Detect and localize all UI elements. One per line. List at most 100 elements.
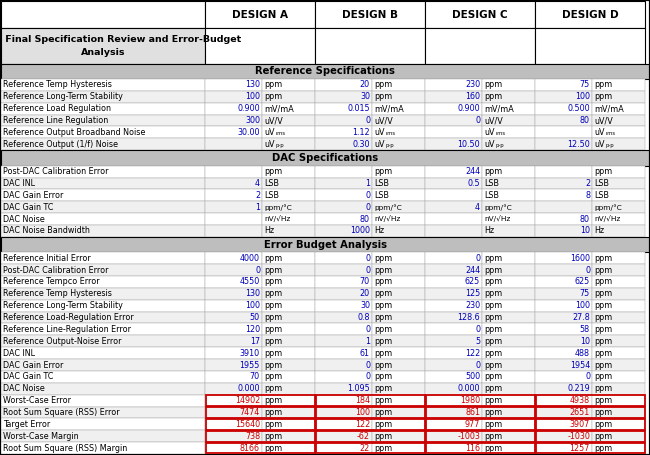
Bar — [482, 359, 535, 371]
Bar — [205, 312, 262, 324]
Text: 2: 2 — [585, 179, 590, 188]
Bar — [535, 79, 592, 91]
Text: 27.8: 27.8 — [572, 313, 590, 322]
Text: ppm: ppm — [264, 384, 282, 393]
Bar — [425, 312, 482, 324]
Text: ppm: ppm — [264, 444, 282, 453]
Bar — [205, 276, 262, 288]
Text: ppm/°C: ppm/°C — [594, 204, 622, 211]
Bar — [592, 79, 645, 91]
Bar — [535, 189, 592, 201]
Bar — [315, 359, 372, 371]
Text: ppm: ppm — [484, 396, 502, 405]
Text: ppm: ppm — [374, 349, 392, 358]
Text: 5: 5 — [475, 337, 480, 346]
Text: ppm: ppm — [374, 92, 392, 101]
Text: ppm: ppm — [484, 278, 502, 287]
Text: ppm: ppm — [484, 325, 502, 334]
Bar — [592, 335, 645, 347]
Text: 244: 244 — [465, 266, 480, 274]
Text: p-p: p-p — [385, 143, 394, 148]
Bar — [262, 442, 315, 454]
Bar — [482, 91, 535, 103]
Text: ppm: ppm — [594, 289, 612, 298]
Text: 0.000: 0.000 — [458, 384, 480, 393]
Bar — [482, 324, 535, 335]
Bar — [315, 264, 372, 276]
Text: nV/√Hz: nV/√Hz — [374, 216, 400, 222]
Text: uV: uV — [484, 128, 495, 137]
Bar — [205, 443, 315, 454]
Bar — [315, 406, 372, 419]
Text: ppm: ppm — [594, 92, 612, 101]
Text: ppm: ppm — [594, 360, 612, 369]
Text: 0.900: 0.900 — [237, 104, 260, 113]
Bar — [262, 91, 315, 103]
Bar — [372, 300, 425, 312]
Text: uV/V: uV/V — [484, 116, 502, 125]
Text: Reference Line Regulation: Reference Line Regulation — [3, 116, 109, 125]
Text: 70: 70 — [360, 278, 370, 287]
Text: ppm: ppm — [264, 81, 282, 90]
Text: 14902: 14902 — [235, 396, 260, 405]
Text: ppm: ppm — [484, 92, 502, 101]
Bar — [205, 201, 262, 213]
Bar — [262, 406, 315, 419]
Text: p-p: p-p — [275, 143, 283, 148]
Text: ppm: ppm — [374, 278, 392, 287]
Text: ppm: ppm — [264, 301, 282, 310]
Text: 80: 80 — [580, 116, 590, 125]
Bar — [205, 394, 262, 406]
Text: uV: uV — [374, 128, 385, 137]
Bar — [426, 431, 534, 442]
Text: 17: 17 — [250, 337, 260, 346]
Text: 0: 0 — [475, 360, 480, 369]
Bar — [535, 201, 592, 213]
Text: ppm: ppm — [264, 408, 282, 417]
Text: LSB: LSB — [374, 179, 389, 188]
Text: Reference Load-Regulation Error: Reference Load-Regulation Error — [3, 313, 134, 322]
Text: 184: 184 — [355, 396, 370, 405]
Text: DAC INL: DAC INL — [3, 349, 35, 358]
Text: Root Sum Square (RSS) Error: Root Sum Square (RSS) Error — [3, 408, 120, 417]
Text: 0: 0 — [365, 325, 370, 334]
Text: mV/mA: mV/mA — [264, 104, 294, 113]
Text: 0: 0 — [365, 116, 370, 125]
Text: ppm: ppm — [594, 396, 612, 405]
Bar — [425, 430, 482, 442]
Text: ppm: ppm — [374, 81, 392, 90]
Bar — [315, 177, 372, 189]
Text: DAC Noise Bandwidth: DAC Noise Bandwidth — [3, 227, 90, 235]
Text: 80: 80 — [360, 215, 370, 223]
Text: ppm: ppm — [374, 372, 392, 381]
Bar — [592, 189, 645, 201]
Bar — [262, 126, 315, 138]
Text: 10: 10 — [580, 227, 590, 235]
Text: 130: 130 — [245, 81, 260, 90]
Bar — [535, 225, 592, 237]
Bar — [205, 395, 315, 406]
Bar — [536, 395, 645, 406]
Text: ppm: ppm — [264, 337, 282, 346]
Text: 625: 625 — [575, 278, 590, 287]
Text: ppm: ppm — [484, 432, 502, 441]
Text: uV: uV — [484, 140, 495, 149]
Bar — [535, 347, 592, 359]
Text: uV: uV — [264, 128, 274, 137]
Bar — [425, 442, 482, 454]
Text: ppm: ppm — [484, 167, 502, 176]
Bar — [482, 312, 535, 324]
Bar — [372, 115, 425, 126]
Text: 15640: 15640 — [235, 420, 260, 429]
Text: 0.015: 0.015 — [347, 104, 370, 113]
Bar — [482, 126, 535, 138]
Bar — [535, 406, 592, 419]
Bar — [426, 443, 534, 454]
Text: DAC Specifications: DAC Specifications — [272, 153, 378, 163]
Bar — [1, 1, 205, 28]
Text: DESIGN B: DESIGN B — [342, 10, 398, 20]
Text: mV/mA: mV/mA — [374, 104, 404, 113]
Bar — [482, 383, 535, 394]
Text: ppm: ppm — [484, 337, 502, 346]
Text: ppm: ppm — [594, 384, 612, 393]
